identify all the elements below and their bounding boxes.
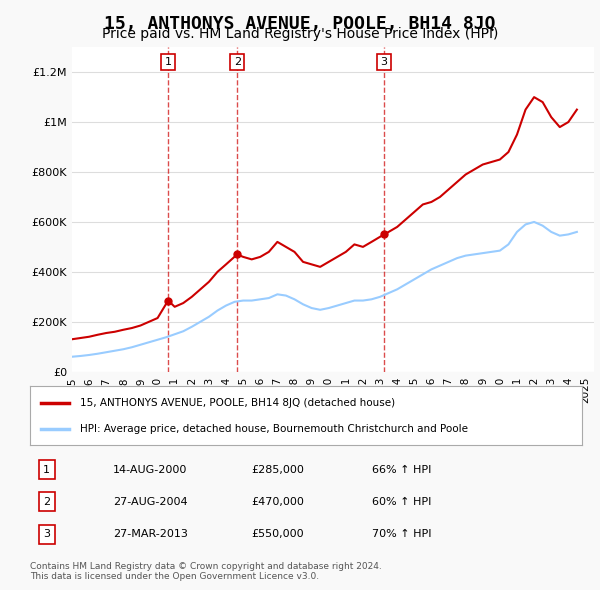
Text: 66% ↑ HPI: 66% ↑ HPI	[372, 465, 431, 475]
Text: 15, ANTHONYS AVENUE, POOLE, BH14 8JQ (detached house): 15, ANTHONYS AVENUE, POOLE, BH14 8JQ (de…	[80, 398, 395, 408]
Text: 70% ↑ HPI: 70% ↑ HPI	[372, 529, 432, 539]
Text: 2: 2	[43, 497, 50, 507]
Text: 1: 1	[164, 57, 172, 67]
Text: 2: 2	[233, 57, 241, 67]
Text: 27-MAR-2013: 27-MAR-2013	[113, 529, 188, 539]
Text: Contains HM Land Registry data © Crown copyright and database right 2024.
This d: Contains HM Land Registry data © Crown c…	[30, 562, 382, 581]
Text: 27-AUG-2004: 27-AUG-2004	[113, 497, 187, 507]
Text: £550,000: £550,000	[251, 529, 304, 539]
Text: 3: 3	[380, 57, 388, 67]
Text: 60% ↑ HPI: 60% ↑ HPI	[372, 497, 431, 507]
Text: HPI: Average price, detached house, Bournemouth Christchurch and Poole: HPI: Average price, detached house, Bour…	[80, 424, 467, 434]
Text: 14-AUG-2000: 14-AUG-2000	[113, 465, 187, 475]
Text: £285,000: £285,000	[251, 465, 304, 475]
Text: 3: 3	[43, 529, 50, 539]
Text: £470,000: £470,000	[251, 497, 304, 507]
Text: 15, ANTHONYS AVENUE, POOLE, BH14 8JQ: 15, ANTHONYS AVENUE, POOLE, BH14 8JQ	[104, 15, 496, 33]
Text: 1: 1	[43, 465, 50, 475]
Text: Price paid vs. HM Land Registry's House Price Index (HPI): Price paid vs. HM Land Registry's House …	[102, 27, 498, 41]
